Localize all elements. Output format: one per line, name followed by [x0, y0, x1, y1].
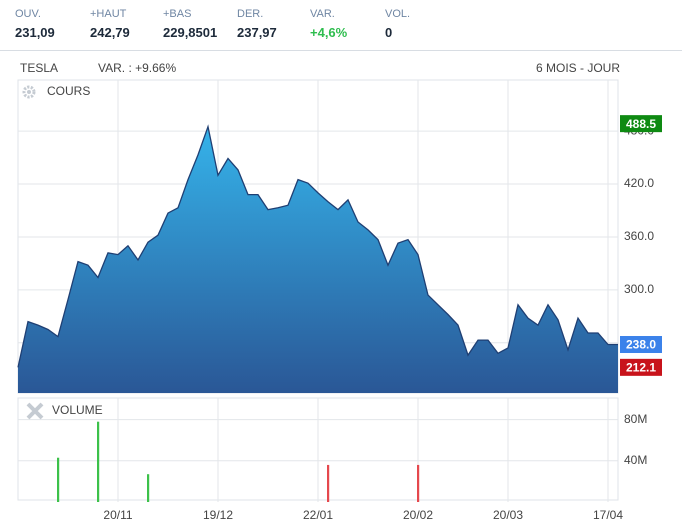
field-label: OUV.	[15, 8, 41, 20]
y-tick-label: 80M	[624, 412, 647, 426]
x-tick-label: 17/04	[593, 508, 623, 522]
field-label: +HAUT	[90, 8, 127, 20]
price-panel-title: COURS	[47, 84, 90, 98]
quote-field: +HAUT 242,79	[90, 8, 130, 40]
volume-bar	[57, 457, 60, 502]
field-label: +BAS	[163, 8, 192, 20]
quote-field: VAR. +4,6%	[310, 8, 347, 40]
quote-field: OUV. 231,09	[15, 8, 55, 40]
price-badge-label: 238.0	[626, 338, 656, 352]
x-tick-label: 20/02	[403, 508, 433, 522]
y-tick-label: 40M	[624, 453, 647, 467]
x-tick-label: 20/11	[103, 508, 132, 522]
price-badge	[620, 115, 662, 133]
field-value: 242,79	[90, 25, 130, 40]
field-label: DER.	[237, 8, 264, 20]
volume-bar	[97, 421, 100, 502]
quote-field: VOL. 0	[385, 8, 410, 40]
close-icon	[26, 402, 44, 420]
price-line	[17, 124, 618, 368]
volume-bar	[327, 464, 330, 502]
quote-field: DER. 237,97	[237, 8, 277, 40]
price-badge-label: 212.1	[626, 361, 656, 375]
price-area	[18, 126, 618, 393]
y-tick-label: 300.0	[624, 282, 654, 296]
symbol: TESLA	[20, 61, 58, 75]
price-badge	[620, 336, 662, 354]
plot-layer	[17, 80, 618, 502]
field-value: 231,09	[15, 25, 55, 40]
settings-icon	[22, 85, 36, 99]
volume-bar	[147, 474, 150, 502]
field-value: +4,6%	[310, 25, 348, 40]
period-change: VAR. : +9.66%	[98, 61, 176, 75]
x-tick-label: 19/12	[203, 508, 233, 522]
price-badge	[620, 358, 662, 376]
quote-field: +BAS 229,8501	[163, 8, 217, 40]
field-value: 229,8501	[163, 25, 218, 40]
volume-bar	[417, 464, 420, 502]
field-value: 237,97	[237, 25, 277, 40]
quote-header: OUV. 231,09 +HAUT 242,79 +BAS 229,8501 DER. 237…	[0, 0, 682, 51]
price-badge-label: 488.5	[626, 117, 656, 131]
chart: TESLA VAR. : +9.66% 6 MOIS - JOUR COURS …	[17, 61, 662, 522]
period: 6 MOIS - JOUR	[536, 61, 620, 75]
field-value: 0	[385, 25, 393, 40]
x-tick-label: 22/01	[303, 508, 333, 522]
y-tick-label: 360.0	[624, 229, 654, 243]
y-tick-label: 420.0	[624, 176, 654, 190]
field-label: VAR.	[310, 8, 335, 20]
x-tick-label: 20/03	[493, 508, 523, 522]
field-label: VOL.	[385, 8, 411, 20]
volume-panel-title: VOLUME	[52, 403, 103, 417]
